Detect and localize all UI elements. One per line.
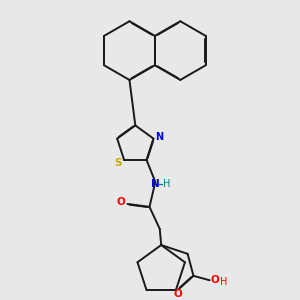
- Text: H: H: [220, 277, 227, 287]
- Text: H: H: [163, 179, 170, 189]
- Text: S: S: [114, 158, 122, 169]
- Text: O: O: [211, 275, 219, 285]
- Text: N: N: [151, 179, 160, 189]
- Text: O: O: [117, 197, 125, 208]
- Text: N: N: [155, 132, 163, 142]
- Text: O: O: [174, 289, 183, 299]
